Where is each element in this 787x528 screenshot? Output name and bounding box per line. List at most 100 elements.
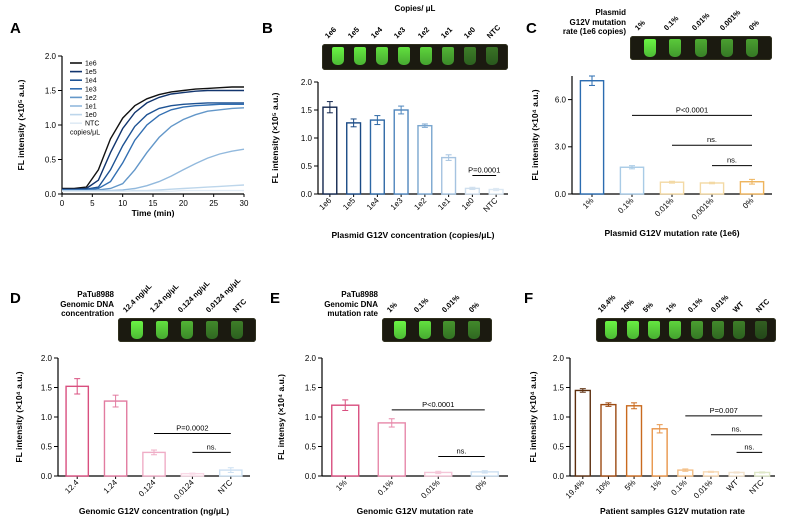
svg-text:2.0: 2.0 (305, 354, 317, 363)
svg-text:25: 25 (209, 199, 218, 208)
svg-text:ns.: ns. (727, 156, 737, 165)
tube-icon (694, 39, 707, 57)
inset-title: PaTu8988 Genomic DNA mutation rate (324, 290, 378, 319)
svg-text:P=0.007: P=0.007 (710, 406, 738, 415)
svg-text:P=0.0002: P=0.0002 (176, 424, 208, 433)
tube-icon (420, 47, 432, 65)
svg-text:2.0: 2.0 (45, 52, 57, 61)
x-axis-label: Patient samples G12V mutation rate (599, 506, 746, 516)
svg-text:1e5: 1e5 (85, 69, 97, 76)
svg-text:19.4%: 19.4% (564, 478, 586, 500)
svg-text:0.0124: 0.0124 (172, 478, 196, 502)
svg-text:1e1: 1e1 (436, 196, 452, 212)
genomic-mutation-rate-bar-chart: 0.0 0.5 1.0 1.5 2.0 1% 0.1% 0.01% 0% P<0.0001 ns. (305, 354, 508, 500)
svg-text:30: 30 (240, 199, 249, 208)
svg-text:ns.: ns. (456, 447, 466, 456)
svg-text:0.0: 0.0 (301, 190, 313, 199)
tube-icon (467, 321, 480, 339)
svg-text:15: 15 (149, 199, 158, 208)
svg-text:0.1%: 0.1% (376, 478, 395, 497)
svg-text:0: 0 (60, 199, 65, 208)
svg-text:1.5: 1.5 (45, 86, 57, 95)
svg-text:0.0: 0.0 (45, 190, 57, 199)
panel-f: F FL intensity (×10⁴ a.u.) 0.0 0.5 1.0 1.5 2… (520, 262, 785, 524)
svg-text:1.0: 1.0 (41, 413, 53, 422)
svg-text:1.0: 1.0 (553, 413, 565, 422)
svg-text:1.5: 1.5 (305, 383, 317, 392)
svg-text:2.0: 2.0 (41, 354, 53, 363)
svg-text:1.5: 1.5 (553, 383, 565, 392)
tube-icon (181, 321, 193, 339)
tube-icon (398, 47, 410, 65)
tube-icon (746, 39, 759, 57)
genomic-concentration-bar-chart: 0.0 0.5 1.0 1.5 2.0 12.4 1.24 0.124 0.0124 NTC P=0… (41, 354, 250, 502)
inset-title: Plasmid G12V mutation rate (1e6 copies) (562, 8, 626, 37)
svg-text:P<0.0001: P<0.0001 (422, 400, 454, 409)
svg-text:1e3: 1e3 (85, 86, 97, 93)
tube-photo (630, 36, 772, 60)
tube-icon (131, 321, 143, 339)
tube-icon (206, 321, 218, 339)
svg-text:1e4: 1e4 (365, 196, 381, 212)
svg-text:1e2: 1e2 (85, 95, 97, 102)
svg-text:ns.: ns. (207, 442, 217, 451)
panel-letter-c: C (526, 20, 537, 37)
tube-photo (382, 318, 492, 342)
tube-icon (332, 47, 344, 65)
tube-photo (322, 44, 508, 70)
svg-text:NTC: NTC (748, 478, 766, 496)
tube-icon (733, 321, 746, 339)
tube-icon (669, 39, 682, 57)
tube-icon (647, 321, 660, 339)
tube-icon (418, 321, 431, 339)
panel-a: A FL intensity (×10⁵ a.u.) 0.0 0.5 1.0 1.5 2… (6, 4, 256, 252)
x-axis-label: Plasmid G12V concentration (copies/μL) (331, 230, 495, 240)
svg-text:P=0.0001: P=0.0001 (468, 166, 500, 175)
x-axis-label: Time (min) (131, 208, 175, 218)
tube-icon (354, 47, 366, 65)
svg-text:0.0: 0.0 (555, 190, 567, 199)
x-axis-label: Genomic G12V concentration (ng/μL) (78, 506, 230, 516)
x-axis-label: Plasmid G12V mutation rate (1e6) (604, 228, 740, 238)
panel-b: B FL intensity (×10⁵ a.u.) 0.0 0.5 1.0 1.5 2… (258, 4, 520, 252)
tube-icon (156, 321, 168, 339)
svg-text:1.0: 1.0 (305, 413, 317, 422)
svg-text:1.5: 1.5 (41, 383, 53, 392)
svg-text:12.4: 12.4 (63, 478, 81, 496)
svg-text:3.0: 3.0 (555, 143, 567, 152)
svg-text:2.0: 2.0 (301, 78, 313, 87)
svg-text:1%: 1% (581, 196, 596, 211)
panel-letter-d: D (10, 290, 21, 307)
plasmid-mutation-rate-bar-chart: 0.0 3.0 6.0 1% 0.1% 0.01% 0.001% 0% P<0.0001 ns. n… (555, 75, 772, 222)
svg-text:0.01%: 0.01% (653, 196, 675, 218)
svg-text:NTC: NTC (482, 196, 500, 214)
svg-text:10: 10 (118, 199, 127, 208)
svg-text:0.1%: 0.1% (669, 478, 688, 497)
svg-text:NTC: NTC (216, 478, 234, 496)
svg-text:0%: 0% (474, 478, 489, 493)
svg-text:1e3: 1e3 (389, 196, 405, 212)
svg-text:0.01%: 0.01% (692, 478, 714, 500)
svg-text:5: 5 (90, 199, 95, 208)
svg-text:1e5: 1e5 (341, 196, 357, 212)
svg-text:1e6: 1e6 (317, 196, 333, 212)
panel-letter-f: F (524, 290, 534, 307)
tube-icon (669, 321, 682, 339)
panel-d: D FL intensity (×10⁴ a.u.) 0.0 0.5 1.0 1.5 2… (6, 262, 264, 524)
svg-text:20: 20 (179, 199, 188, 208)
svg-text:0.5: 0.5 (41, 442, 53, 451)
svg-text:copies/μL: copies/μL (70, 129, 100, 136)
svg-text:1e2: 1e2 (412, 196, 428, 212)
svg-text:1.24: 1.24 (102, 478, 120, 496)
svg-text:6.0: 6.0 (555, 95, 567, 104)
svg-text:NTC: NTC (85, 121, 99, 128)
tube-photo (118, 318, 256, 342)
svg-text:1e0: 1e0 (85, 112, 97, 119)
panel-e: E FL intensy (×10⁴ a.u.) 0.0 0.5 1.0 1.5 2.0… (266, 262, 518, 524)
panel-letter-e: E (270, 290, 281, 307)
tube-icon (231, 321, 243, 339)
svg-text:0.0: 0.0 (305, 472, 317, 481)
svg-text:1e6: 1e6 (85, 61, 97, 68)
